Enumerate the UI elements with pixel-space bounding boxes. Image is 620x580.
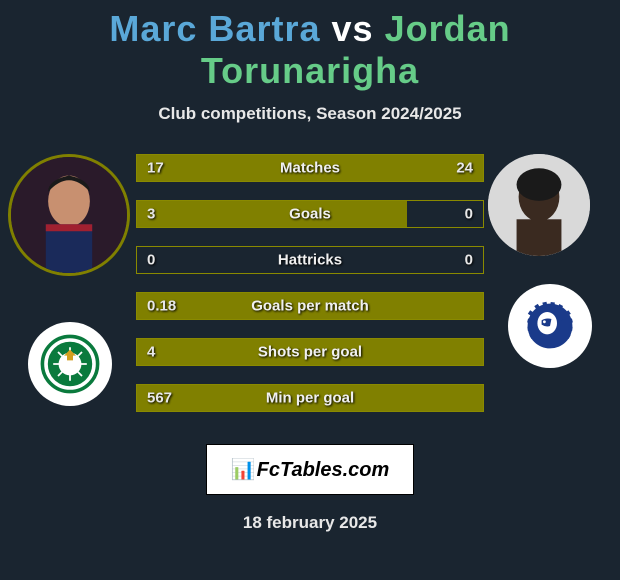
date-text: 18 february 2025 — [0, 513, 620, 533]
vs-text: vs — [332, 8, 374, 49]
comparison-title: Marc Bartra vs Jordan Torunarigha — [0, 0, 620, 92]
stat-label: Matches — [280, 160, 340, 177]
footer: 📊FcTables.com 18 february 2025 — [0, 444, 620, 533]
stat-row: 567 Min per goal — [136, 384, 484, 412]
logo-text: FcTables.com — [257, 459, 390, 481]
stat-value-right: 24 — [456, 160, 473, 177]
player1-club-logo — [28, 322, 112, 406]
stat-label: Goals — [289, 206, 331, 223]
stat-value-left: 0.18 — [147, 298, 176, 315]
stat-value-left: 4 — [147, 344, 155, 361]
subtitle: Club competitions, Season 2024/2025 — [0, 104, 620, 124]
stat-label: Hattricks — [278, 252, 342, 269]
player1-name: Marc Bartra — [109, 8, 320, 49]
stat-value-left: 0 — [147, 252, 155, 269]
player2-avatar — [488, 154, 590, 256]
stat-bars: 17 24 Matches 3 0 Goals 0 0 Hattricks 0.18 Goals p… — [136, 154, 484, 430]
stat-label: Shots per goal — [258, 344, 362, 361]
stat-value-left: 17 — [147, 160, 164, 177]
stat-row: 17 24 Matches — [136, 154, 484, 182]
stat-row: 4 Shots per goal — [136, 338, 484, 366]
player2-club-logo — [508, 284, 592, 368]
logo-icon: 📊 — [231, 459, 253, 481]
player1-avatar — [8, 154, 130, 276]
stat-row: 0.18 Goals per match — [136, 292, 484, 320]
stat-value-right: 0 — [465, 252, 473, 269]
fctables-logo: 📊FcTables.com — [206, 444, 415, 495]
stat-label: Goals per match — [251, 298, 369, 315]
stat-label: Min per goal — [266, 390, 354, 407]
stat-value-left: 567 — [147, 390, 172, 407]
comparison-main: 17 24 Matches 3 0 Goals 0 0 Hattricks 0.18 Goals p… — [0, 154, 620, 434]
stat-row: 3 0 Goals — [136, 200, 484, 228]
stat-value-right: 0 — [465, 206, 473, 223]
stat-row: 0 0 Hattricks — [136, 246, 484, 274]
stat-value-left: 3 — [147, 206, 155, 223]
